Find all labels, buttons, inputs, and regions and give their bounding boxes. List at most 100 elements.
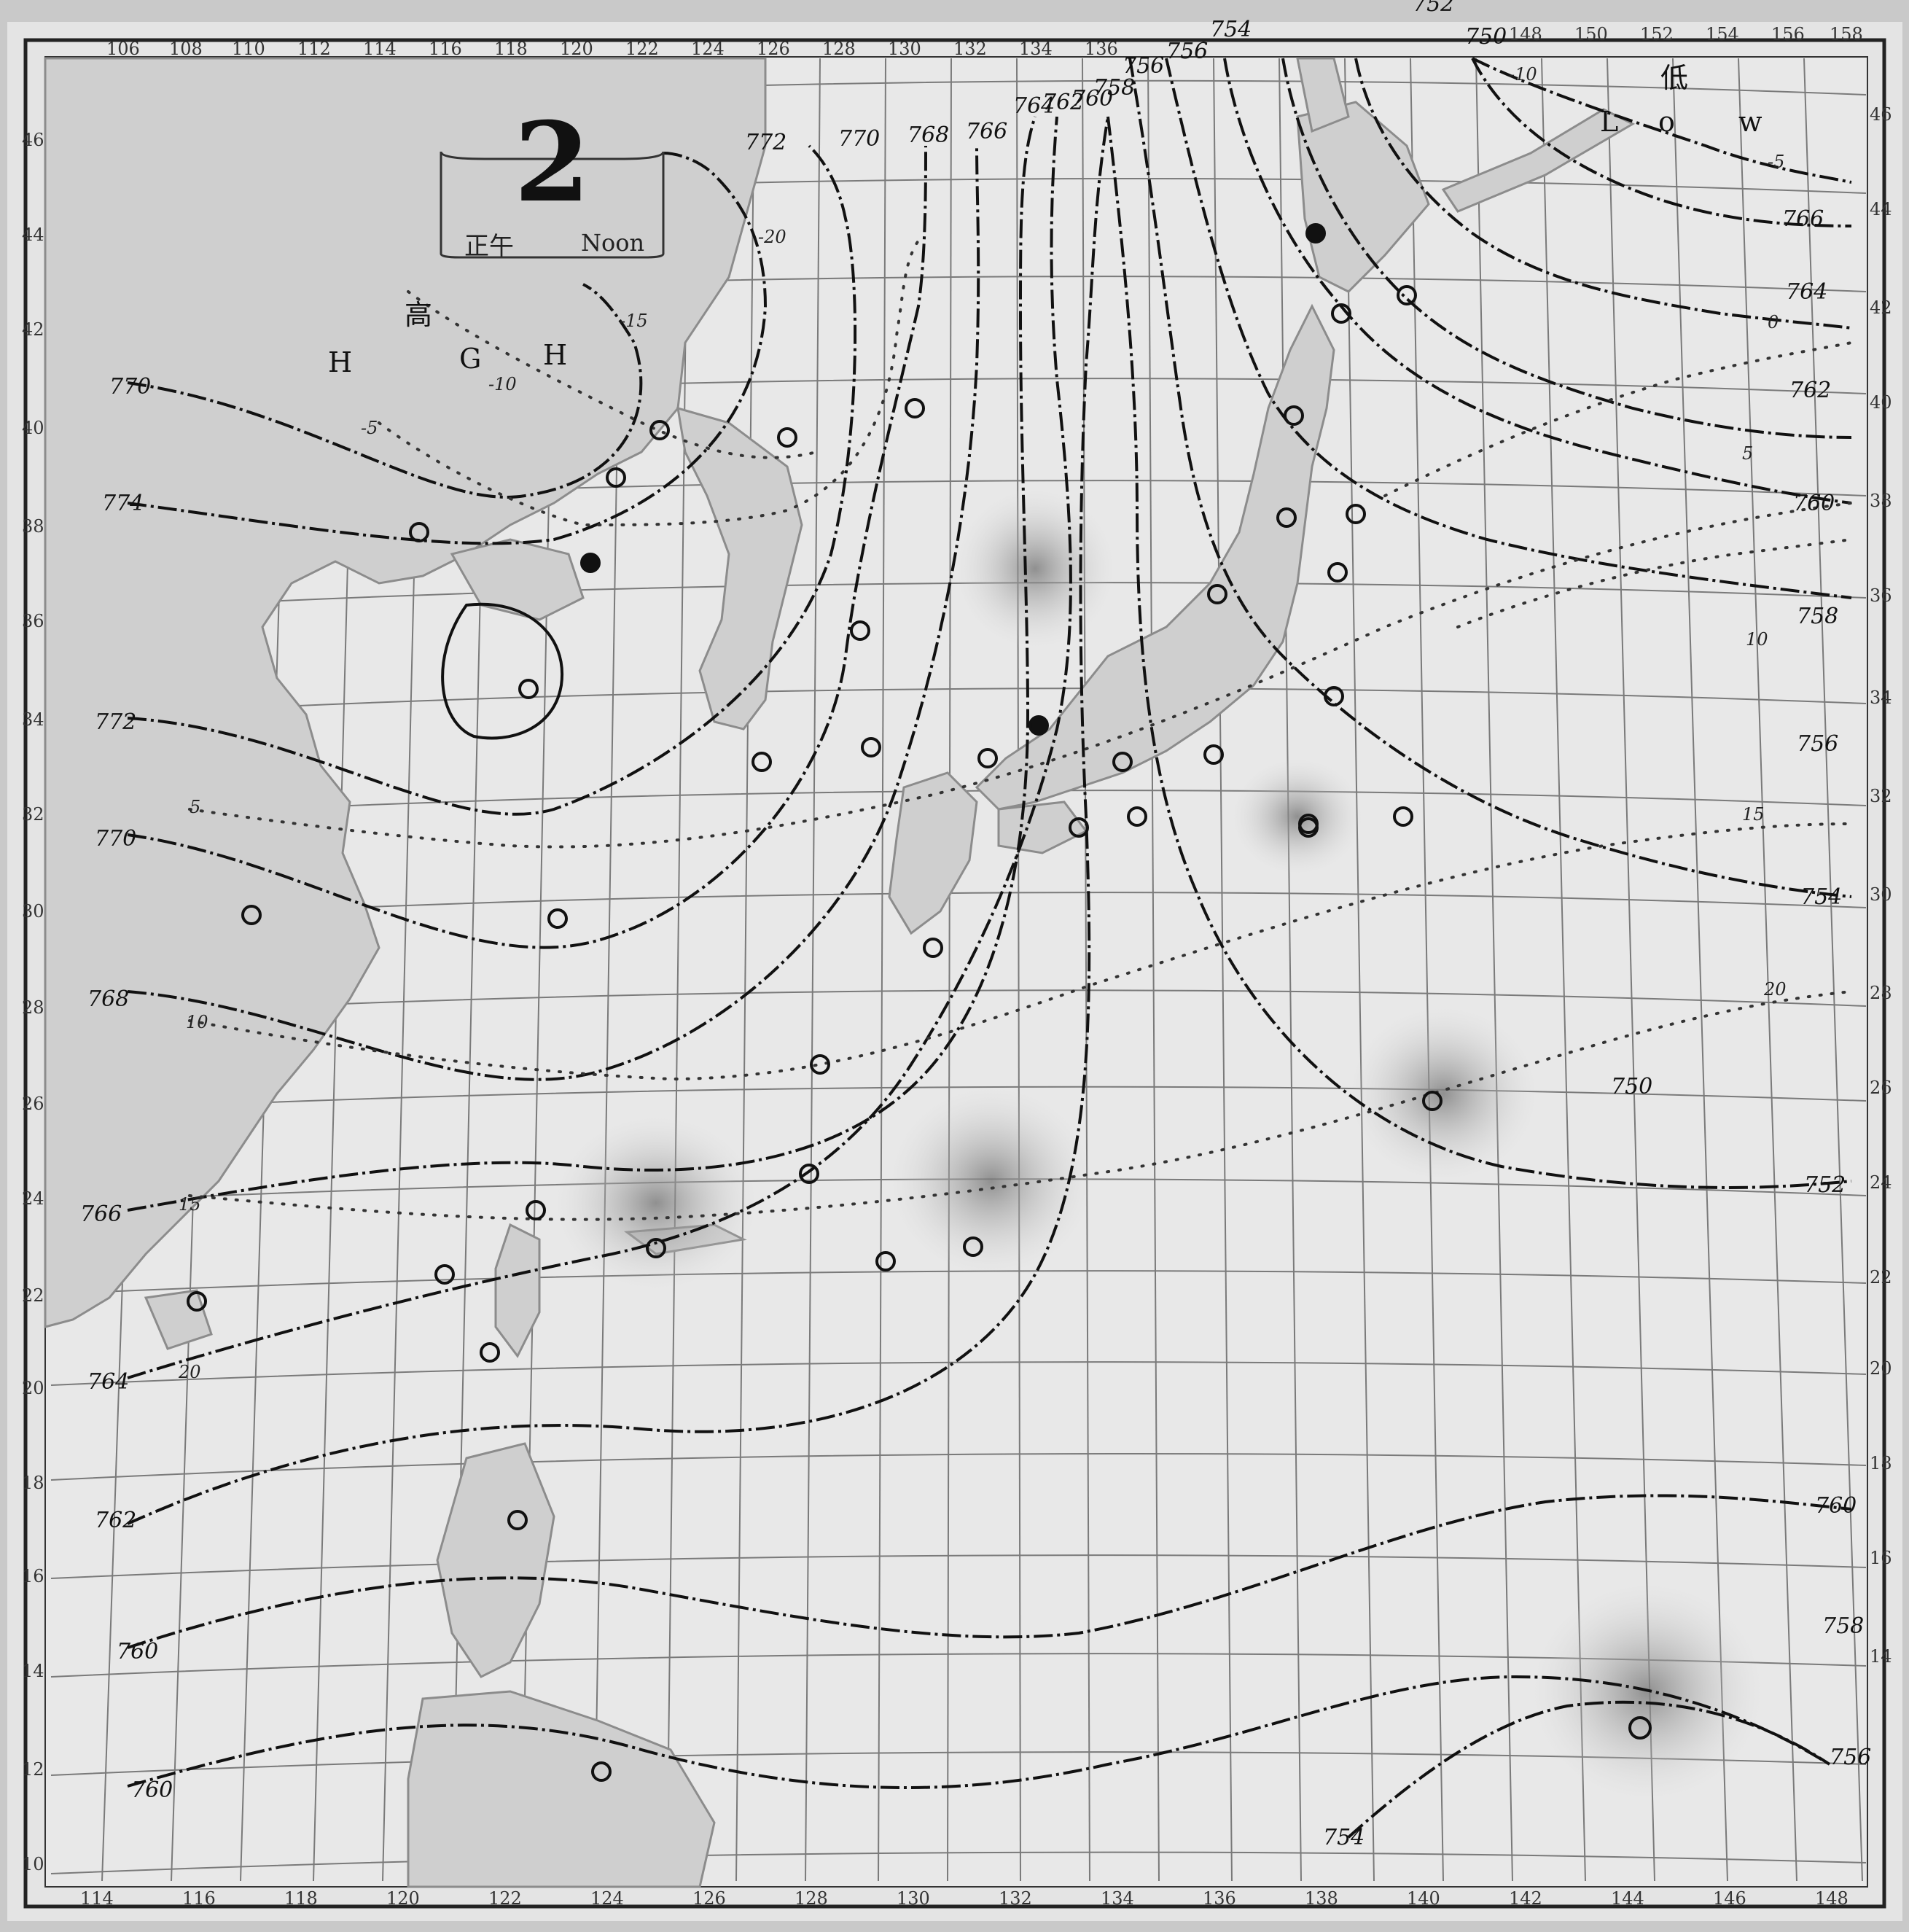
isobar-label: 764 <box>1786 279 1827 305</box>
isobar-label: 766 <box>1782 206 1824 232</box>
isobar-label: 762 <box>1789 378 1831 403</box>
low-label-jp: 低 <box>1660 62 1688 94</box>
luzon <box>436 1442 555 1678</box>
tick: 152 <box>1640 24 1674 44</box>
tick: 26 <box>22 1094 44 1114</box>
isotherm-label: 20 <box>1763 979 1787 1000</box>
isobar-label: 750 <box>1465 24 1507 50</box>
tick: 26 <box>1870 1078 1892 1098</box>
tick: 158 <box>1830 24 1863 44</box>
low-label-o: o <box>1658 106 1675 138</box>
stations <box>187 223 1652 1782</box>
tick: 24 <box>22 1188 44 1209</box>
map-time-jp: 正午 <box>464 232 514 261</box>
isobar-label: 758 <box>1093 75 1135 101</box>
isotherm-label: 5 <box>190 797 200 817</box>
isobar-label: 758 <box>1822 1613 1864 1639</box>
isotherm-label: -15 <box>620 311 648 331</box>
isobar-label: 766 <box>80 1201 122 1227</box>
tick: 38 <box>22 516 44 537</box>
isobar-label: 760 <box>1793 491 1835 516</box>
isobar-label: 758 <box>1797 604 1838 629</box>
tick: 20 <box>22 1378 44 1398</box>
tick: 16 <box>1870 1548 1892 1568</box>
isobar-label: 756 <box>1123 53 1164 79</box>
coastlines <box>44 57 1636 1888</box>
isobars <box>127 57 1852 1839</box>
tick: 28 <box>1870 983 1892 1003</box>
tick: 148 <box>1509 24 1542 44</box>
isotherm-label: 5 <box>1742 443 1753 464</box>
isotherm-label: -5 <box>361 418 378 438</box>
tick: 130 <box>888 39 921 59</box>
right-latitude-labels: 46 44 42 40 38 36 34 32 30 28 26 24 22 2… <box>1870 104 1892 1667</box>
isobar-labels-left: 770 774 772 770 768 766 764 762 760 760 <box>80 374 173 1803</box>
tick: 40 <box>22 418 44 438</box>
isobar-label: 772 <box>745 130 786 155</box>
japan-kyushu <box>888 771 978 935</box>
visayas <box>407 1690 716 1888</box>
korea-peninsula <box>676 406 803 731</box>
tick: 116 <box>182 1888 216 1909</box>
isobar-labels-right: 766 764 762 760 758 756 754 752 750 760 … <box>1323 206 1871 1850</box>
isobar-label: 770 <box>95 826 136 852</box>
isobar-label: 754 <box>1800 884 1842 910</box>
tick: 14 <box>22 1661 44 1681</box>
high-pressure-label: 高 H G H <box>328 299 567 378</box>
isotherm-label: 10 <box>186 1012 208 1032</box>
tick: 10 <box>22 1854 44 1874</box>
isobar-label: 752 <box>1804 1172 1846 1198</box>
isotherm-label: -10 <box>488 374 517 394</box>
tick: 42 <box>22 319 44 340</box>
isobar-label: 760 <box>117 1639 158 1664</box>
tick: 148 <box>1815 1888 1849 1909</box>
high-label-h: H <box>328 346 352 378</box>
tick: 106 <box>106 39 140 59</box>
tick: 22 <box>1870 1267 1892 1288</box>
tick: 38 <box>1870 491 1892 511</box>
tick: 34 <box>1870 688 1892 708</box>
isotherm-label: 15 <box>1742 804 1765 825</box>
isobar-label: 768 <box>907 122 949 148</box>
high-label-g: G <box>459 343 481 375</box>
bottom-longitude-labels: 114 116 118 120 122 124 126 128 130 132 … <box>80 1888 1849 1909</box>
isobar-label: 756 <box>1797 731 1838 757</box>
tick: 108 <box>169 39 203 59</box>
tick: 32 <box>22 804 44 825</box>
tick: 122 <box>625 39 659 59</box>
tick: 114 <box>80 1888 114 1909</box>
isobar-labels-top: 772 770 768 766 764 762 760 758 756 756 … <box>745 0 1507 155</box>
sakhalin <box>1296 57 1350 133</box>
asia-mainland <box>44 57 767 1328</box>
tick: 134 <box>1019 39 1053 59</box>
low-label-l: L <box>1600 106 1618 138</box>
tick: 36 <box>1870 585 1892 606</box>
isobar-label: 762 <box>1042 90 1084 115</box>
tick: 44 <box>22 225 44 245</box>
hainan <box>144 1289 213 1350</box>
tick: 40 <box>1870 392 1892 413</box>
tick: 144 <box>1611 1888 1644 1909</box>
tick: 46 <box>22 130 44 150</box>
tick: 110 <box>232 39 265 59</box>
tick: 44 <box>1870 199 1892 219</box>
map-number: 2 <box>514 98 590 227</box>
tick: 154 <box>1706 24 1739 44</box>
tick: 120 <box>386 1888 420 1909</box>
isobar-label: 766 <box>966 119 1007 144</box>
low-pressure-label: 低 L o w <box>1600 62 1762 138</box>
isobar-label: 754 <box>1210 17 1252 42</box>
kurils <box>1441 108 1636 213</box>
isotherm-label: -10 <box>1509 64 1537 85</box>
tick: 128 <box>795 1888 828 1909</box>
isotherm-labels: -20 -15 -10 -5 5 10 15 20 0 -10 -5 5 10 … <box>178 64 1787 1382</box>
tick: 16 <box>22 1566 44 1586</box>
tick: 140 <box>1407 1888 1440 1909</box>
tick: 28 <box>22 997 44 1018</box>
tick: 12 <box>22 1759 44 1780</box>
isobar-label: 750 <box>1611 1074 1652 1099</box>
high-label-jp: 高 <box>405 299 432 331</box>
tick: 32 <box>1870 786 1892 806</box>
isobar-label: 764 <box>87 1369 129 1395</box>
tick: 114 <box>363 39 397 59</box>
